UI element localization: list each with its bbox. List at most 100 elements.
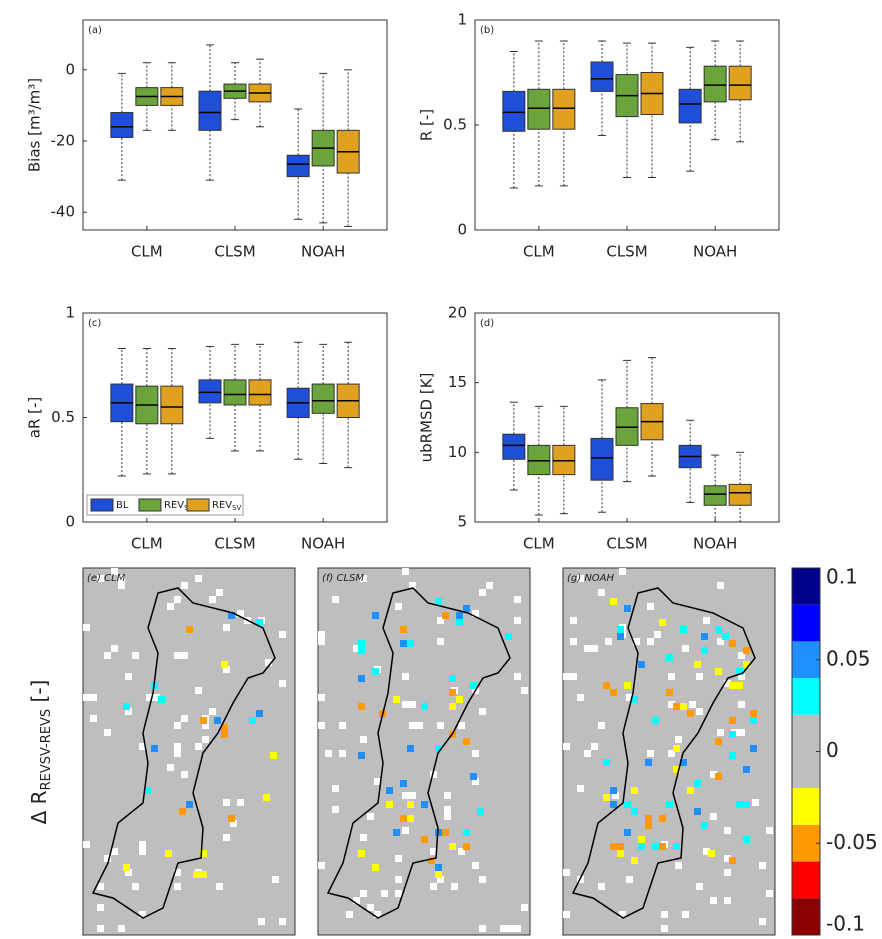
x-tick-label: NOAH (301, 535, 345, 553)
legend-swatch (90, 498, 114, 512)
box (160, 385, 184, 425)
box (286, 154, 310, 178)
map-cell (738, 652, 745, 659)
map-cell (332, 806, 339, 813)
map-cell (437, 722, 444, 729)
map-cell (118, 575, 125, 582)
map-cell (437, 876, 444, 883)
map-cell (123, 703, 130, 710)
map-cell (638, 843, 645, 850)
map-cell (139, 743, 146, 750)
map-cell (165, 850, 172, 857)
map-cell (521, 687, 528, 694)
map-cell (139, 911, 146, 918)
map-cell (358, 675, 365, 682)
map-cell (626, 694, 633, 701)
map-cell (407, 640, 414, 647)
colorbar-segment (792, 568, 820, 605)
map-cell (270, 752, 277, 759)
map-cell (421, 703, 428, 710)
map-cell (514, 596, 521, 603)
map-cell (402, 673, 409, 680)
map-cell (624, 801, 631, 808)
map-cell (186, 626, 193, 633)
map-cell (318, 862, 325, 869)
map-cell (402, 827, 409, 834)
map-cell (223, 799, 230, 806)
map-cell (717, 729, 724, 736)
map-cell (437, 617, 444, 624)
panel-label: (a) (88, 25, 102, 36)
map-cell (386, 801, 393, 808)
map-cell (710, 897, 717, 904)
y-tick-label: 15 (448, 373, 467, 391)
box (198, 90, 222, 131)
map-cell (724, 680, 731, 687)
map-cell (696, 673, 703, 680)
map-cell (717, 582, 724, 589)
box (248, 379, 272, 406)
map-cell (647, 603, 654, 610)
map-cell (83, 624, 90, 631)
y-tick-label: 0.5 (51, 408, 75, 426)
box (728, 65, 752, 101)
map-cell (430, 848, 437, 855)
y-axis-label: ubRMSD [K] (418, 373, 436, 463)
map-cell (743, 661, 750, 668)
map-cell (249, 717, 256, 724)
y-axis-label: aR [-] (26, 397, 44, 439)
y-tick-label: 1 (65, 304, 75, 322)
colorbar-segment (792, 898, 820, 935)
map-cell (256, 619, 263, 626)
map-cell (209, 708, 216, 715)
map-cell (372, 612, 379, 619)
map-cell (715, 626, 722, 633)
map-cell (694, 780, 701, 787)
map-cell (381, 890, 388, 897)
map-cell (435, 871, 442, 878)
map-cell (181, 771, 188, 778)
map-cell (624, 605, 631, 612)
map-cell (598, 883, 605, 890)
map-cell (659, 843, 666, 850)
map-cell (179, 808, 186, 815)
map-cell (738, 701, 745, 708)
map-cell (505, 633, 512, 640)
x-tick-label: NOAH (693, 535, 737, 553)
box (728, 483, 752, 506)
label-sub: REVSV-REVS (39, 709, 54, 791)
colorbar-tick-label: 0.1 (826, 565, 858, 589)
map-cell (521, 904, 528, 911)
map-title: (e) CLM (87, 573, 126, 584)
x-tick-label: CLM (131, 535, 163, 553)
map-cell (200, 717, 207, 724)
map-cell (360, 890, 367, 897)
map-cell (766, 827, 773, 834)
map-cell (409, 792, 416, 799)
map-cell (715, 738, 722, 745)
map-cell (221, 661, 228, 668)
map-cell (673, 843, 680, 850)
map-cell (708, 850, 715, 857)
map-cell (661, 925, 668, 932)
map-cell (563, 743, 570, 750)
map-cell (682, 911, 689, 918)
map-cell (167, 764, 174, 771)
map-cell (444, 792, 451, 799)
map-cell (111, 568, 118, 575)
map-cell (449, 675, 456, 682)
map-cell (701, 647, 708, 654)
map-cell (430, 883, 437, 890)
map-cell (738, 673, 745, 680)
map-cell (638, 661, 645, 668)
map-cell (435, 829, 442, 836)
map-cell (144, 787, 151, 794)
map-cell (591, 743, 598, 750)
map-cell (181, 582, 188, 589)
map-cell (486, 582, 493, 589)
map-cell (360, 575, 367, 582)
map-cell (90, 715, 97, 722)
map-cell (393, 696, 400, 703)
map-cell (174, 869, 181, 876)
map-cell (449, 689, 456, 696)
